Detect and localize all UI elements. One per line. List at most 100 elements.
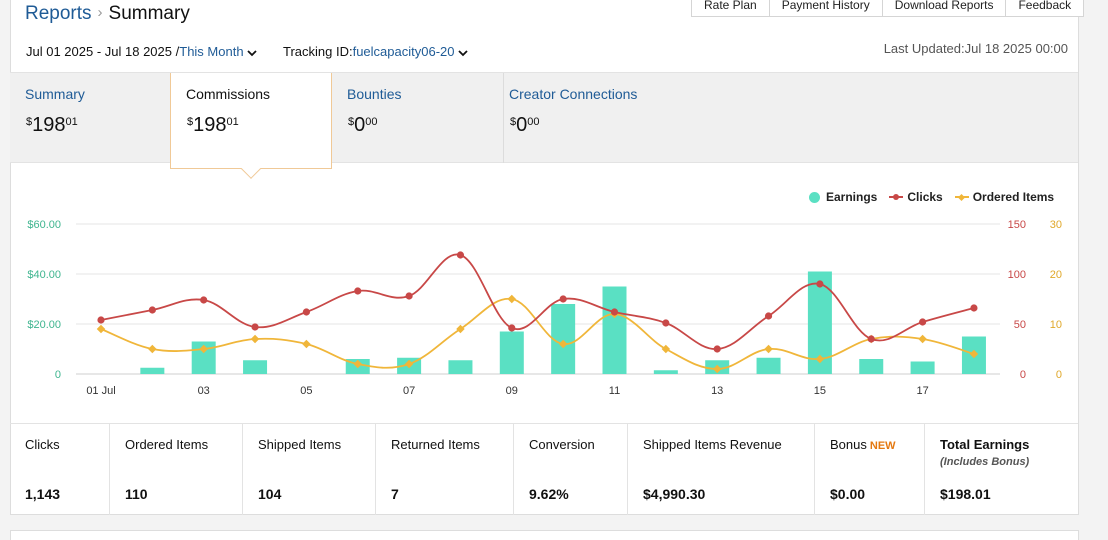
- earnings-bar: [243, 360, 268, 374]
- rate-plan-button[interactable]: Rate Plan: [691, 0, 770, 17]
- clicks-point: [867, 335, 875, 343]
- earnings-dot-icon: [809, 191, 820, 203]
- ordered-items-point: [918, 334, 927, 344]
- date-range-text: Jul 01 2025 - Jul 18 2025: [26, 44, 172, 59]
- clicks-point: [302, 308, 310, 316]
- download-reports-button[interactable]: Download Reports: [882, 0, 1007, 17]
- ordered-items-point: [712, 364, 722, 374]
- earnings-bar: [448, 360, 473, 374]
- y-left-tick-label: $60.00: [27, 219, 61, 231]
- tab-bounties[interactable]: Bounties $000: [332, 73, 503, 163]
- y-right-items-tick-label: 20: [1050, 269, 1062, 281]
- ordered-items-point: [456, 324, 465, 334]
- ordered-items-line: [100, 298, 975, 370]
- clicks-point: [354, 287, 362, 295]
- stats-bar: Clicks 1,143 Ordered Items 110 Shipped I…: [10, 423, 1078, 515]
- tab-divider: [503, 73, 504, 163]
- clicks-point: [148, 306, 156, 314]
- legend-earnings[interactable]: Earnings: [809, 190, 877, 204]
- x-tick-label: 09: [506, 385, 518, 397]
- date-preset-link[interactable]: This Month: [179, 44, 244, 59]
- y-left-tick-label: 0: [55, 369, 61, 381]
- x-tick-label: 15: [814, 385, 826, 397]
- ordered-items-point: [507, 294, 517, 304]
- tab-creator-connections-label: Creator Connections: [509, 86, 638, 102]
- chevron-down-icon[interactable]: [457, 47, 469, 59]
- payment-history-button[interactable]: Payment History: [769, 0, 883, 17]
- tab-commissions[interactable]: Commissions $19801: [170, 73, 332, 179]
- x-tick-label: 13: [711, 385, 723, 397]
- tracking-id-label: Tracking ID:: [283, 44, 353, 59]
- clicks-point: [508, 324, 516, 332]
- clicks-point: [405, 292, 413, 300]
- clicks-point: [662, 319, 670, 327]
- x-tick-label: 11: [609, 385, 620, 397]
- new-badge: NEW: [869, 440, 896, 452]
- ordered-items-point: [96, 324, 106, 334]
- stat-conversion: Conversion 9.62%: [514, 423, 628, 515]
- x-tick-label: 17: [916, 385, 928, 397]
- tab-commissions-label: Commissions: [186, 86, 271, 102]
- ordered-items-point: [148, 344, 157, 354]
- tracking-id-value[interactable]: fuelcapacity06-20: [352, 44, 455, 59]
- clicks-point: [764, 312, 773, 320]
- ordered-items-line-icon: [954, 192, 969, 202]
- clicks-point: [559, 295, 567, 303]
- clicks-line-icon: [889, 192, 904, 202]
- next-panel: [10, 530, 1079, 540]
- date-range-selector[interactable]: Jul 01 2025 - Jul 18 2025 /This Month: [26, 44, 258, 59]
- clicks-point: [251, 323, 259, 331]
- tab-summary-label: Summary: [25, 86, 85, 102]
- ordered-items-point: [558, 339, 568, 349]
- ordered-items-point: [661, 344, 671, 354]
- y-right-clicks-tick-label: 50: [1014, 319, 1026, 331]
- stat-bonus: Bonus NEW $0.00: [815, 423, 925, 515]
- ordered-items-point: [353, 359, 362, 369]
- ordered-items-point: [969, 349, 979, 359]
- x-tick-label: 05: [300, 385, 312, 397]
- clicks-point: [456, 251, 465, 259]
- breadcrumb-separator: ›: [97, 4, 103, 21]
- earnings-bar: [551, 304, 576, 374]
- earnings-bar: [499, 331, 524, 374]
- last-updated-text: Last Updated:Jul 18 2025 00:00: [883, 41, 1068, 56]
- ordered-items-point: [815, 354, 825, 364]
- top-button-group: Rate Plan Payment History Download Repor…: [691, 0, 1085, 17]
- tab-commissions-amount: $19801: [187, 114, 239, 136]
- ordered-items-point: [250, 334, 260, 344]
- clicks-point: [200, 296, 208, 304]
- y-right-items-tick-label: 0: [1056, 369, 1062, 381]
- stat-clicks: Clicks 1,143: [10, 423, 110, 515]
- legend-clicks[interactable]: Clicks: [889, 190, 943, 204]
- earnings-bar: [910, 361, 935, 374]
- clicks-point: [713, 345, 721, 353]
- stat-ordered-items: Ordered Items 110: [110, 423, 243, 515]
- clicks-point: [610, 308, 619, 316]
- y-right-clicks-tick-label: 100: [1008, 269, 1026, 281]
- clicks-point: [970, 304, 978, 312]
- earnings-bar: [756, 357, 781, 374]
- breadcrumb-reports-link[interactable]: Reports: [25, 3, 92, 24]
- stat-total-earnings: Total Earnings (Includes Bonus) $198.01: [940, 437, 1030, 502]
- legend-ordered-items[interactable]: Ordered Items: [954, 190, 1054, 204]
- stat-shipped-items-revenue: Shipped Items Revenue $4,990.30: [628, 423, 815, 515]
- breadcrumb: Reports › Summary: [25, 3, 190, 25]
- feedback-button[interactable]: Feedback: [1006, 0, 1085, 17]
- earnings-chart[interactable]: $60.00 150 30$40.00 100 20$20.00 50 100 0 001 Ju…: [0, 0, 1108, 420]
- date-range-slash: /: [175, 44, 180, 59]
- x-tick-label: 01 Jul: [86, 385, 115, 397]
- chevron-down-icon[interactable]: [246, 47, 258, 59]
- tab-summary[interactable]: Summary $19801: [10, 73, 170, 163]
- tab-summary-amount: $19801: [26, 114, 78, 136]
- y-right-clicks-tick-label: 0: [1020, 369, 1026, 381]
- earnings-bar: [653, 370, 678, 374]
- tab-creator-connections[interactable]: Creator Connections $000: [494, 73, 794, 163]
- ordered-items-point: [302, 339, 311, 349]
- x-tick-label: 07: [403, 385, 415, 397]
- tracking-id-selector[interactable]: Tracking ID: fuelcapacity06-20: [283, 44, 469, 59]
- page-title: Summary: [108, 3, 190, 24]
- tab-bounties-label: Bounties: [347, 86, 402, 102]
- clicks-point: [919, 318, 927, 326]
- ordered-items-point: [764, 344, 773, 354]
- ordered-items-point: [199, 344, 208, 354]
